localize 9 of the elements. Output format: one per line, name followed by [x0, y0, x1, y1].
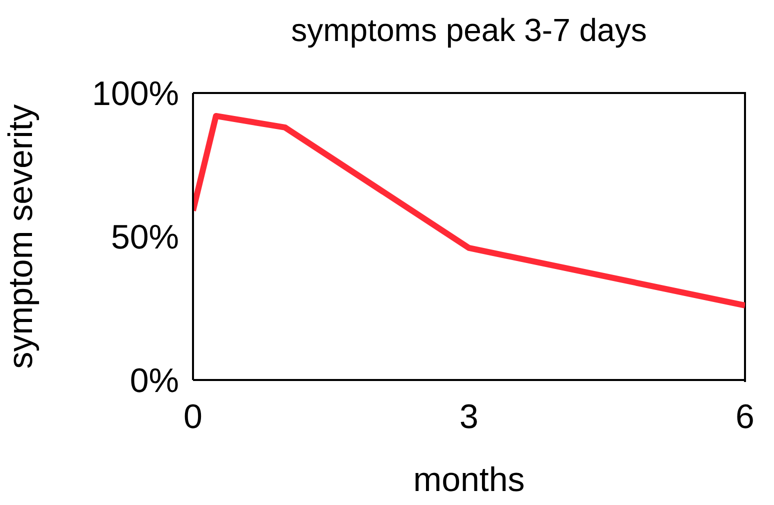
- y-tick-label: 0%: [130, 362, 179, 400]
- x-tick-label: 6: [736, 398, 754, 436]
- x-axis-title: months: [413, 461, 525, 499]
- x-tick-label: 0: [184, 398, 202, 436]
- y-axis-title: symptom severity: [2, 104, 40, 369]
- chart-title: symptoms peak 3-7 days: [290, 12, 648, 49]
- y-tick-label: 50%: [110, 218, 179, 257]
- y-tick-label: 100%: [92, 75, 179, 114]
- x-tick-label: 3: [460, 398, 478, 436]
